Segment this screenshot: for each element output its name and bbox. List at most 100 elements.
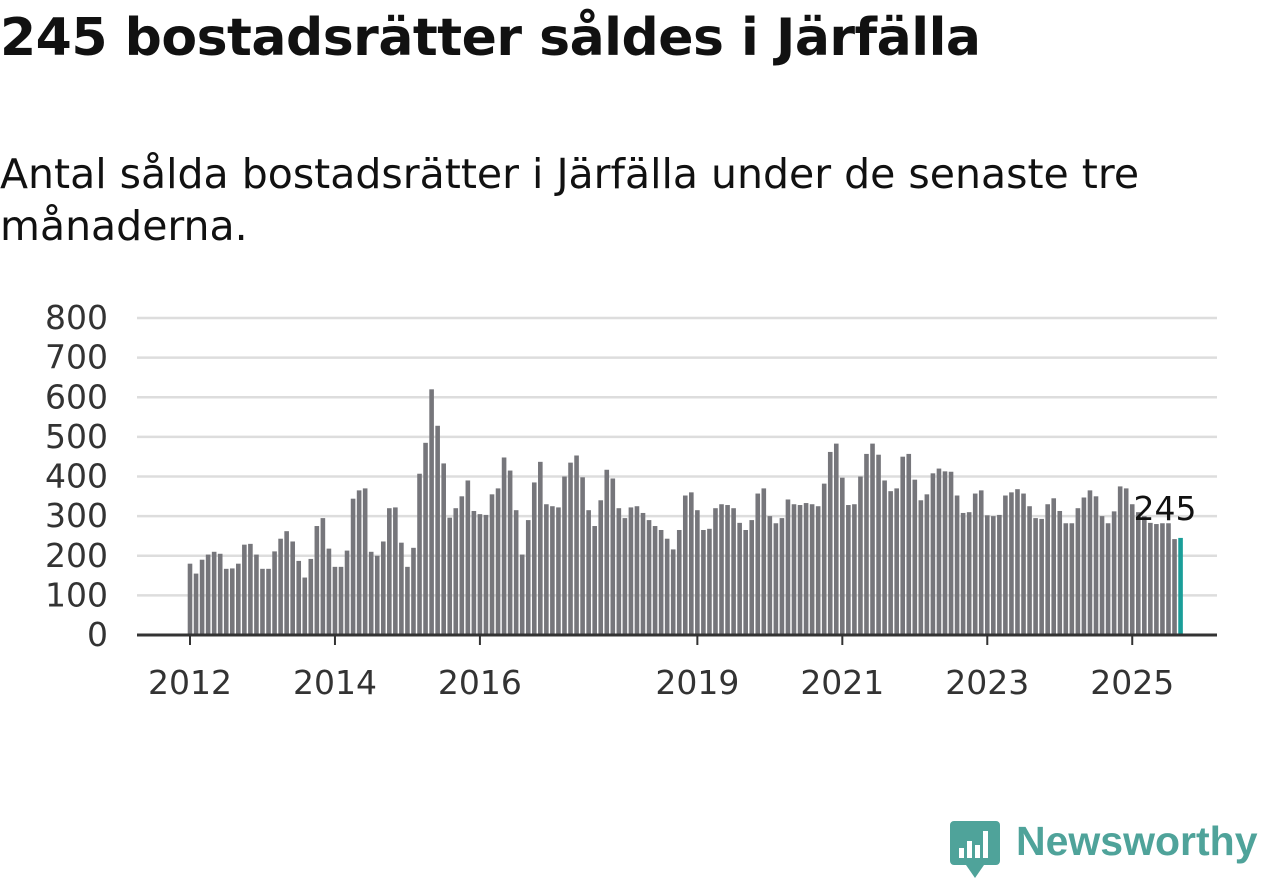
y-tick-label: 500	[45, 417, 108, 456]
bar	[1051, 498, 1057, 635]
bar	[489, 494, 495, 635]
brand-name: Newsworthy	[1016, 818, 1258, 864]
bar	[290, 541, 295, 635]
bar	[972, 493, 978, 635]
x-axis-ticks: 2012 2014 2016 2019 2021 2023 2025	[148, 635, 1174, 702]
bar	[809, 504, 815, 635]
bar	[610, 478, 616, 635]
bar	[568, 462, 573, 635]
bar	[948, 471, 954, 635]
bar	[223, 568, 229, 635]
bar	[689, 492, 694, 635]
bar	[858, 476, 863, 635]
bar	[785, 499, 791, 635]
bar	[682, 495, 688, 635]
bars	[187, 389, 1183, 635]
bar	[1123, 488, 1129, 635]
bar	[1111, 511, 1117, 635]
bar	[846, 505, 851, 635]
x-tick-label: 2023	[945, 663, 1029, 702]
bar	[737, 522, 742, 635]
y-tick-label: 100	[45, 575, 108, 614]
bar	[640, 512, 646, 635]
bar	[924, 494, 930, 635]
bar	[652, 526, 658, 635]
bar	[797, 505, 803, 635]
bar	[918, 500, 924, 635]
bar	[1154, 524, 1159, 635]
bar	[1021, 493, 1026, 635]
bar	[695, 510, 700, 635]
x-tick-label: 2019	[655, 663, 739, 702]
bar	[417, 473, 422, 635]
bar	[833, 443, 839, 635]
bar	[1045, 504, 1050, 635]
bar	[556, 507, 561, 635]
bar	[193, 573, 199, 635]
x-tick-label: 2016	[438, 663, 522, 702]
bar	[314, 526, 320, 635]
bar	[211, 551, 217, 635]
bar	[707, 528, 712, 635]
bar	[1135, 512, 1141, 635]
x-tick-label: 2021	[800, 663, 884, 702]
bar	[731, 508, 736, 635]
bar	[501, 457, 507, 635]
bar	[405, 566, 410, 635]
bar	[1105, 523, 1111, 635]
bar	[1172, 539, 1177, 635]
y-tick-label: 800	[45, 298, 108, 337]
y-tick-label: 700	[45, 338, 108, 377]
bar	[326, 548, 332, 635]
bar	[308, 558, 314, 635]
bar	[670, 549, 676, 635]
bar	[320, 518, 326, 635]
bar	[791, 504, 797, 635]
bar	[942, 471, 948, 635]
bar	[393, 507, 398, 635]
y-tick-label: 0	[87, 615, 108, 654]
y-tick-label: 600	[45, 377, 108, 416]
bar	[604, 469, 610, 635]
bar	[870, 443, 875, 635]
bar	[296, 560, 302, 635]
bar	[991, 516, 996, 635]
bar	[701, 529, 706, 635]
bar	[1057, 510, 1063, 635]
x-tick-label: 2025	[1090, 663, 1174, 702]
bar	[912, 479, 918, 635]
bar	[544, 504, 549, 635]
bar	[888, 491, 893, 635]
bar	[1009, 492, 1014, 635]
bar	[205, 554, 211, 635]
bar	[997, 514, 1002, 635]
bar	[272, 551, 277, 635]
bar	[761, 488, 767, 635]
bar	[278, 538, 283, 635]
bar	[495, 488, 501, 635]
bar	[435, 425, 440, 635]
bar	[882, 480, 887, 635]
bar	[779, 518, 785, 635]
bar	[423, 442, 428, 635]
bar	[459, 496, 465, 635]
bar	[447, 517, 453, 635]
bar	[429, 389, 434, 635]
bar	[465, 480, 471, 635]
bar	[266, 568, 271, 635]
bar	[187, 563, 193, 635]
bar	[507, 470, 513, 635]
bar	[827, 451, 833, 635]
bar	[1027, 506, 1032, 635]
bar	[199, 559, 205, 635]
bar	[1099, 516, 1105, 635]
bar	[513, 510, 519, 635]
bar	[574, 455, 579, 635]
bar	[302, 577, 308, 635]
newsworthy-logo-icon	[950, 821, 1000, 878]
bar	[749, 520, 755, 635]
bar	[1075, 508, 1081, 635]
bar	[936, 468, 942, 635]
